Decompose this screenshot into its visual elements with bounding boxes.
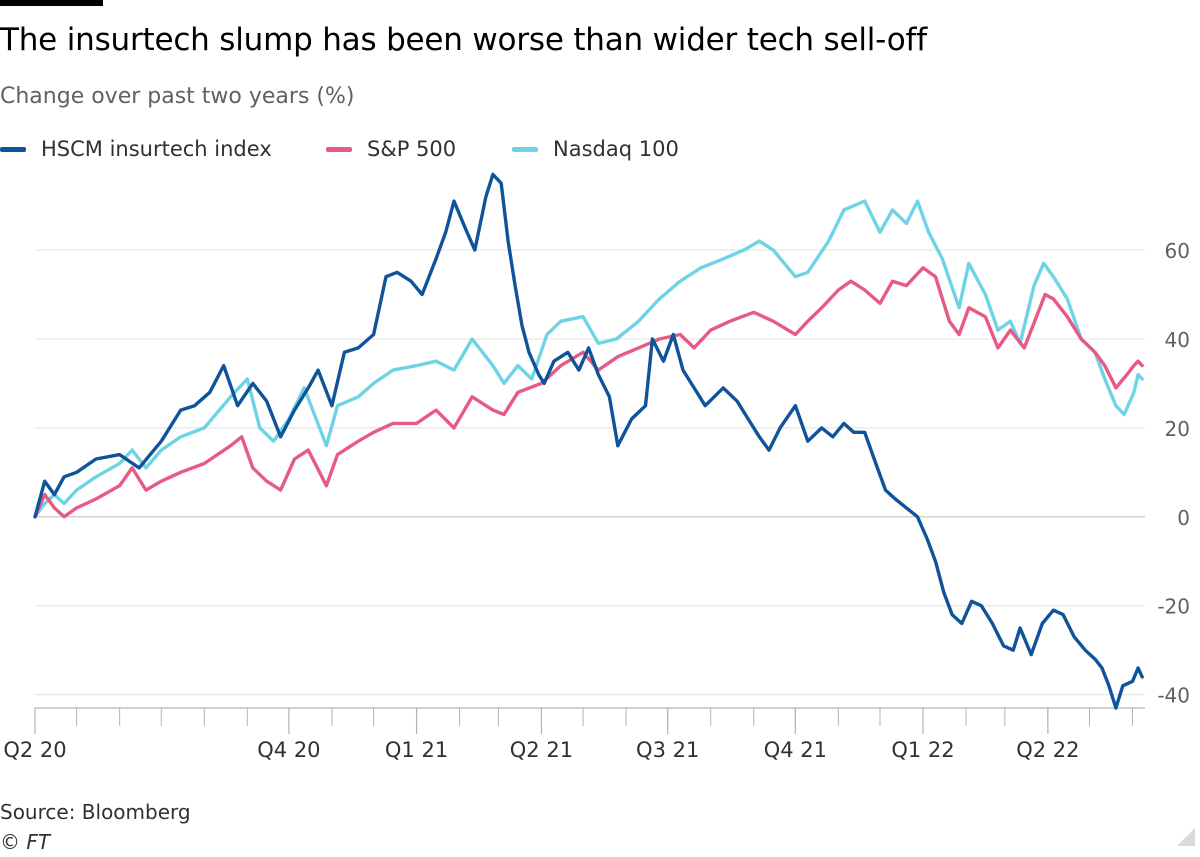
series-line-sp500: [33, 266, 1144, 519]
x-tick-label: Q4 20: [257, 738, 320, 762]
resize-corner-icon: [1177, 828, 1195, 846]
y-tick-label: 20: [1165, 417, 1190, 441]
legend-swatch-sp500: [326, 146, 352, 152]
x-tick-label: Q3 21: [636, 738, 699, 762]
legend-swatch-nasdaq: [512, 146, 538, 152]
x-tick-label: Q1 21: [385, 738, 448, 762]
y-tick-label: 0: [1177, 506, 1190, 530]
y-tick-label: -40: [1157, 684, 1190, 708]
legend-label-hscm: HSCM insurtech index: [41, 137, 272, 161]
series-line-hscm: [33, 172, 1144, 710]
x-tick-label: Q1 22: [891, 738, 954, 762]
x-tick-label: Q2 22: [1016, 738, 1079, 762]
legend-label-sp500: S&P 500: [367, 137, 457, 161]
y-tick-label: 40: [1165, 328, 1190, 352]
ft-credit: © FT: [0, 830, 51, 854]
y-tick-label: -20: [1157, 595, 1190, 619]
x-tick-label: Q4 21: [764, 738, 827, 762]
x-tick-label: Q2 21: [510, 738, 573, 762]
source-note: Source: Bloomberg: [0, 800, 191, 824]
legend-label-nasdaq: Nasdaq 100: [553, 137, 679, 161]
y-tick-label: 60: [1165, 239, 1190, 263]
chart-subtitle: Change over past two years (%): [0, 84, 355, 109]
legend-item-hscm: HSCM insurtech index: [0, 137, 272, 161]
chart-title: The insurtech slump has been worse than …: [0, 22, 927, 58]
legend-item-nasdaq: Nasdaq 100: [512, 137, 679, 161]
legend-swatch-hscm: [0, 146, 26, 152]
x-tick-label: Q2 20: [3, 738, 66, 762]
ft-top-bar: [0, 0, 103, 6]
legend-item-sp500: S&P 500: [326, 137, 456, 161]
